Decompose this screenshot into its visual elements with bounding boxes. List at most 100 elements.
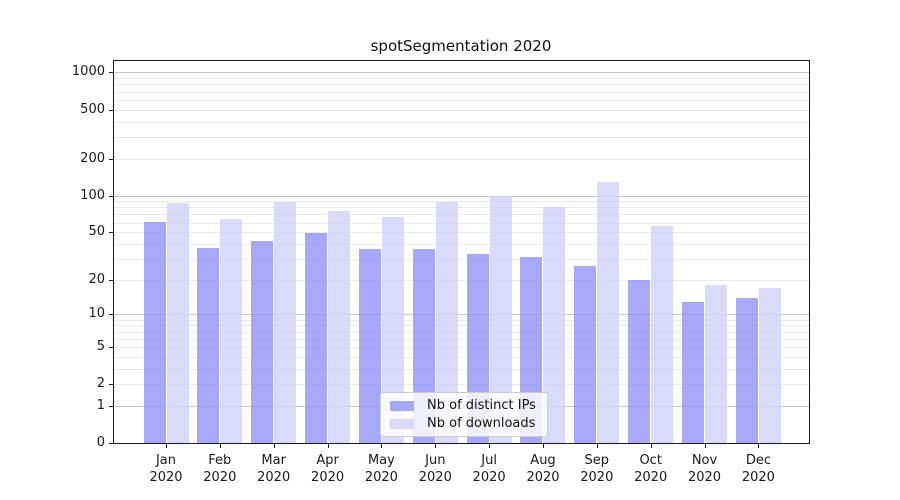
legend-row: Nb of downloads	[390, 416, 536, 431]
bar-downloads	[328, 211, 351, 443]
gridline-minor	[114, 84, 809, 86]
y-tick-label: 200	[80, 150, 105, 166]
x-tick-label: Jul 2020	[472, 453, 506, 485]
y-tick-label: 500	[80, 101, 105, 117]
y-tick-mark	[109, 346, 113, 348]
bar-downloads	[274, 202, 297, 443]
x-tick-mark	[704, 444, 706, 448]
gridline-minor	[114, 136, 809, 138]
gridline-minor	[114, 258, 809, 260]
gridline-minor	[114, 368, 809, 370]
y-tick-label: 100	[80, 187, 105, 203]
x-tick-mark	[758, 444, 760, 448]
bar-downloads	[758, 288, 781, 443]
bar-distinct-ips	[628, 279, 651, 443]
x-tick-label: Jan 2020	[149, 453, 183, 485]
bar-distinct-ips	[574, 266, 597, 443]
gridline-minor	[114, 109, 809, 111]
bar-downloads	[489, 195, 512, 443]
gridline-minor	[114, 201, 809, 203]
y-tick-mark	[109, 279, 113, 281]
x-tick-label: Dec 2020	[741, 453, 775, 485]
chart-title: spotSegmentation 2020	[370, 37, 552, 55]
x-tick-mark	[489, 444, 491, 448]
x-tick-label: Feb 2020	[203, 453, 237, 485]
x-tick-label: Mar 2020	[257, 453, 291, 485]
gridline-minor	[114, 279, 809, 281]
x-tick-mark	[435, 444, 437, 448]
bar-downloads	[166, 202, 189, 443]
legend-swatch-downloads	[390, 418, 414, 429]
y-tick-label: 2	[96, 376, 105, 392]
gridline-major	[114, 72, 809, 74]
bar-distinct-ips	[197, 247, 220, 443]
bar-downloads	[435, 202, 458, 443]
x-tick-label: Sep 2020	[580, 453, 614, 485]
y-tick-label: 1000	[71, 64, 105, 80]
x-tick-label: Nov 2020	[687, 453, 722, 485]
gridline-minor	[114, 99, 809, 101]
legend: Nb of distinct IPs Nb of downloads	[380, 392, 548, 437]
bar-distinct-ips	[251, 241, 274, 443]
bar-distinct-ips	[735, 297, 758, 443]
gridline-minor	[114, 325, 809, 327]
gridline-minor	[114, 356, 809, 358]
gridline-minor	[114, 338, 809, 340]
y-tick-mark	[109, 405, 113, 407]
bar-distinct-ips	[682, 301, 704, 443]
gridline-minor	[114, 158, 809, 160]
x-tick-label: Oct 2020	[634, 453, 668, 485]
plot-canvas	[114, 61, 809, 443]
x-tick-mark	[166, 444, 167, 448]
legend-label: Nb of distinct IPs	[427, 398, 536, 413]
y-tick-label: 50	[88, 224, 105, 240]
x-tick-mark	[543, 444, 544, 448]
gridline-major	[114, 314, 809, 316]
plot-area	[113, 60, 810, 444]
x-tick-mark	[596, 444, 598, 448]
x-tick-mark	[273, 444, 275, 448]
y-tick-label: 1	[96, 397, 105, 413]
x-tick-label: May 2020	[364, 453, 398, 485]
gridline-minor	[114, 346, 809, 348]
x-tick-label: Jun 2020	[418, 453, 452, 485]
bar-downloads	[220, 219, 243, 443]
bar-downloads	[705, 285, 727, 443]
gridline-minor	[114, 232, 809, 234]
y-tick-label: 10	[88, 306, 105, 322]
bar-distinct-ips	[358, 249, 381, 443]
x-tick-mark	[219, 444, 221, 448]
gridline-minor	[114, 331, 809, 333]
legend-swatch-distinct-ips	[390, 400, 414, 411]
bar-downloads	[651, 226, 674, 443]
x-tick-label: Apr 2020	[311, 453, 345, 485]
gridline-minor	[114, 207, 809, 209]
y-tick-mark	[109, 195, 113, 197]
gridline-minor	[114, 78, 809, 80]
y-tick-mark	[109, 443, 113, 444]
gridline-minor	[114, 121, 809, 123]
y-tick-mark	[109, 109, 113, 111]
bar-downloads	[597, 181, 620, 443]
gridline-minor	[114, 91, 809, 93]
gridline-minor	[114, 384, 809, 386]
gridline-minor	[114, 243, 809, 245]
legend-row: Nb of distinct IPs	[390, 398, 536, 413]
x-tick-mark	[381, 444, 383, 448]
x-tick-label: Aug 2020	[526, 453, 560, 485]
y-tick-mark	[109, 158, 113, 160]
gridline-minor	[114, 222, 809, 224]
bar-distinct-ips	[143, 221, 166, 443]
y-tick-mark	[109, 232, 113, 234]
legend-label: Nb of downloads	[427, 416, 536, 431]
y-tick-mark	[109, 72, 113, 74]
bar-distinct-ips	[305, 233, 328, 443]
gridline-major	[114, 195, 809, 197]
y-tick-mark	[109, 384, 113, 386]
bar-downloads	[381, 216, 404, 443]
y-tick-mark	[109, 314, 113, 316]
gridline-minor	[114, 214, 809, 216]
y-tick-label: 20	[88, 271, 105, 287]
gridline-minor	[114, 319, 809, 321]
